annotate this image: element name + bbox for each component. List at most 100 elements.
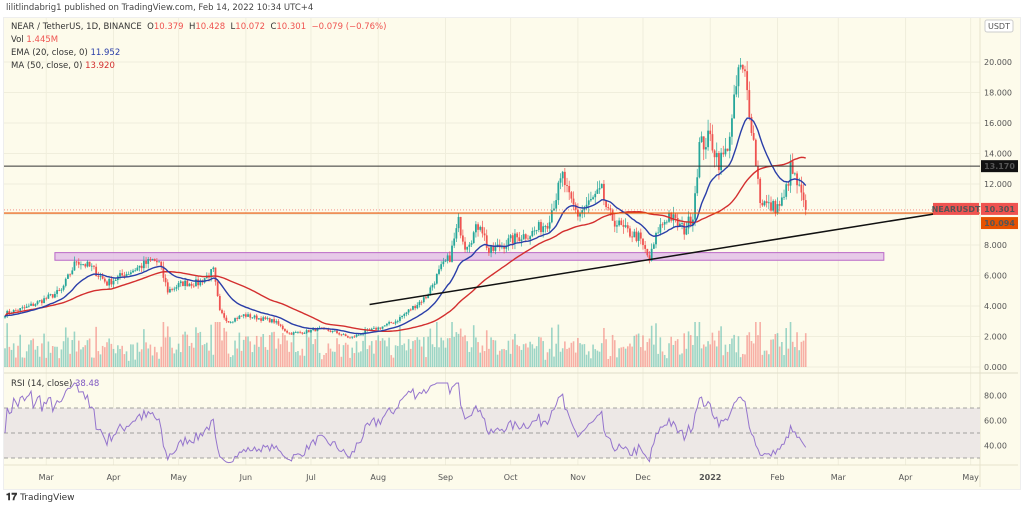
candle-body [364, 330, 367, 334]
candle-body [468, 244, 471, 247]
volume-bar [162, 322, 165, 367]
candle [333, 329, 336, 332]
candle [731, 114, 733, 145]
candle-body [759, 178, 762, 204]
volume-bar [785, 328, 787, 367]
publish-info: lilitlindabrig1 published on TradingView… [6, 3, 314, 13]
candle-body [249, 314, 252, 318]
tradingview-logo[interactable]: 𝟏𝟕 TradingView [6, 492, 75, 503]
candle [763, 200, 766, 207]
candle-body [470, 243, 473, 245]
candle [62, 284, 65, 292]
volume-bar [544, 359, 547, 367]
candle-body [388, 322, 390, 324]
volume-bar [755, 322, 757, 367]
candle-body [192, 285, 195, 287]
volume-bar [689, 335, 692, 367]
support-zone [54, 252, 885, 261]
volume-bar [108, 338, 110, 367]
volume-bar [67, 337, 69, 367]
candle [129, 269, 132, 277]
candle [748, 81, 751, 121]
candle [735, 75, 738, 98]
candle-body [744, 69, 746, 72]
tradingview-logo-icon: 𝟏𝟕 [6, 492, 18, 503]
volume-bar [616, 357, 618, 367]
candle-body [648, 255, 651, 261]
volume-bar [642, 335, 644, 367]
candle-body [112, 280, 115, 285]
candle-body [767, 202, 770, 204]
volume-bar [492, 339, 495, 367]
candle-body [290, 333, 293, 335]
candle [164, 274, 167, 287]
volume-bar [136, 342, 139, 367]
candle [281, 324, 284, 331]
high-label: H [188, 22, 196, 32]
candle-body [247, 314, 249, 317]
candle [557, 180, 560, 205]
candle-body [310, 330, 312, 333]
volume-bar [700, 348, 703, 367]
candle [173, 286, 176, 292]
rsi-legend[interactable]: RSI (14, close) 38.48 [11, 379, 99, 389]
candle [253, 314, 256, 320]
volume-bar [334, 351, 336, 367]
candle-body [299, 331, 302, 333]
volume-bar [260, 336, 262, 367]
candle-body [431, 284, 434, 288]
candle-body [14, 310, 17, 311]
candle-body [275, 321, 278, 323]
volume-bar [281, 332, 284, 367]
volume-bar [761, 354, 764, 367]
candle-body [284, 329, 286, 331]
volume-bar [462, 336, 464, 367]
volume-legend[interactable]: Vol 1.445M [11, 35, 58, 45]
volume-bar [41, 343, 43, 367]
volume-bar [629, 343, 631, 367]
candle [724, 138, 727, 157]
candle-body [550, 210, 553, 223]
candle [231, 321, 234, 324]
rsi-value: 38.48 [74, 379, 100, 389]
ma-legend[interactable]: MA (50, close, 0) 13.920 [11, 61, 115, 71]
candle [264, 316, 267, 320]
candle-body [399, 317, 401, 321]
volume-bar [54, 346, 56, 367]
ema-legend[interactable]: EMA (20, close, 0) 11.952 [11, 48, 120, 58]
currency-label: USDT [988, 22, 1010, 31]
symbol-price-tag-bg [933, 202, 979, 215]
candle [613, 213, 616, 233]
rsi-tick-label: 60.00 [984, 417, 1007, 426]
candle [765, 194, 768, 208]
volume-bar [114, 353, 117, 367]
volume-bar [360, 351, 362, 367]
volume-bar [179, 352, 182, 367]
candle-body [765, 201, 768, 204]
candle-body [23, 307, 26, 309]
volume-bar [238, 332, 241, 367]
candle-body [56, 290, 58, 294]
symbol[interactable]: NEAR / TetherUS, 1D, BINANCE [11, 22, 142, 32]
candle [32, 302, 35, 307]
volume-bar [206, 342, 208, 367]
volume-bar [171, 347, 173, 367]
volume-bar [655, 323, 657, 367]
volume-bar [444, 347, 447, 367]
volume-bar [451, 322, 453, 367]
candle-body [73, 261, 76, 271]
volume-bar [765, 350, 768, 367]
candle [639, 228, 642, 245]
candle-body [327, 329, 330, 331]
candle [433, 281, 436, 289]
candle-body [581, 210, 584, 214]
volume-bar [681, 353, 683, 367]
candle-body [722, 152, 725, 155]
volume-bar [160, 346, 163, 367]
candle-body [670, 213, 673, 221]
candle-body [739, 64, 742, 68]
volume-bar [351, 347, 353, 367]
vol-value: 1.445M [26, 35, 59, 45]
candle-body [490, 246, 492, 254]
